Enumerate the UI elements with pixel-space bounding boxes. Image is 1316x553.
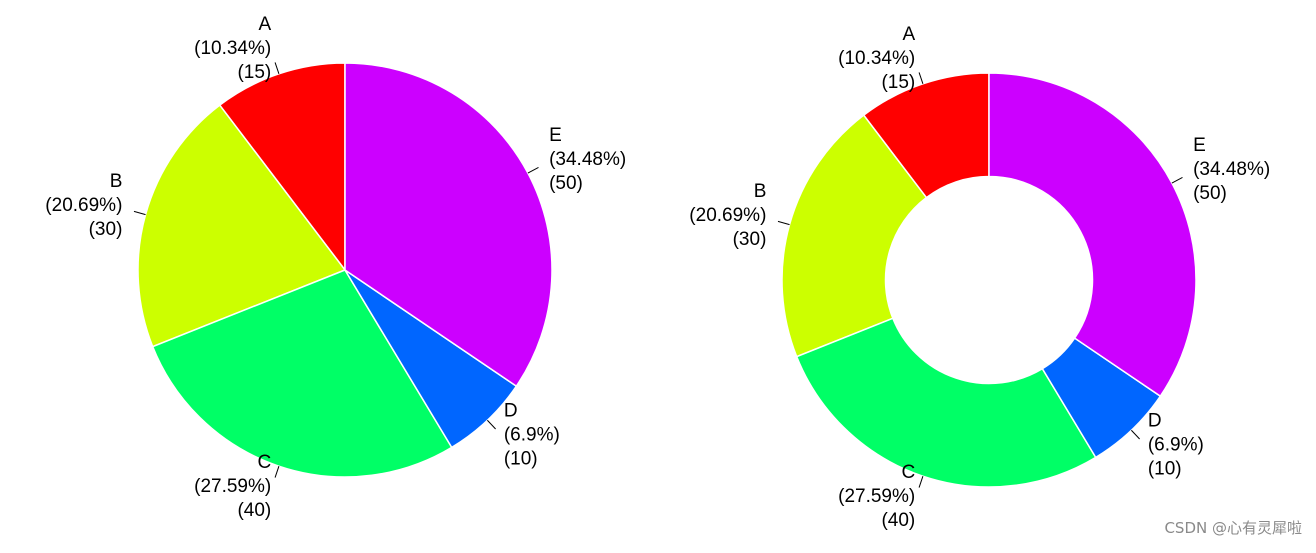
value-label: (50) (1193, 183, 1227, 204)
category-label: C (902, 462, 916, 483)
value-label: (30) (89, 219, 123, 240)
pie-chart: A (10.34%) (15) B (20.69%) (30) C (27.59%) (40) D… (45, 14, 626, 521)
category-label: E (549, 125, 562, 146)
percent-label: (10.34%) (838, 48, 915, 69)
category-label: D (1148, 411, 1162, 432)
label-tick (918, 72, 924, 84)
slice-e (988, 72, 1197, 398)
label-tick (777, 220, 790, 226)
value-label: (10) (504, 449, 538, 470)
label-tick (274, 62, 280, 74)
label-tick (1130, 429, 1140, 440)
value-label: (15) (237, 62, 271, 83)
label-tick (1171, 176, 1183, 184)
value-label: (40) (237, 500, 271, 521)
value-label: (15) (881, 72, 915, 93)
percent-label: (34.48%) (549, 149, 626, 170)
value-label: (40) (881, 510, 915, 531)
category-label: A (903, 24, 916, 45)
percent-label: (20.69%) (689, 205, 766, 226)
donut-chart: A (10.34%) (15) B (20.69%) (30) C (27.59%) (40) D… (689, 24, 1270, 531)
slice-c (151, 269, 453, 478)
percent-label: (6.9%) (1148, 435, 1204, 456)
value-label: (10) (1148, 459, 1182, 480)
category-label: D (504, 401, 518, 422)
value-label: (50) (549, 173, 583, 194)
percent-label: (27.59%) (194, 476, 271, 497)
value-label: (30) (733, 229, 767, 250)
percent-label: (34.48%) (1193, 159, 1270, 180)
category-label: B (110, 171, 123, 192)
watermark: CSDN @心有灵犀啦 (1164, 519, 1302, 537)
label-tick (527, 166, 539, 174)
percent-label: (6.9%) (504, 425, 560, 446)
slice-c (795, 317, 1097, 488)
slice-b (137, 104, 347, 348)
label-tick (274, 466, 280, 478)
category-label: A (259, 14, 272, 35)
percent-label: (10.34%) (194, 38, 271, 59)
slice-b (781, 114, 928, 358)
label-tick (133, 210, 146, 216)
category-label: C (258, 452, 272, 473)
percent-label: (27.59%) (838, 486, 915, 507)
category-label: B (754, 181, 767, 202)
label-tick (918, 476, 924, 488)
percent-label: (20.69%) (45, 195, 122, 216)
slice-a (218, 62, 346, 273)
category-label: E (1193, 135, 1206, 156)
label-tick (486, 419, 496, 430)
